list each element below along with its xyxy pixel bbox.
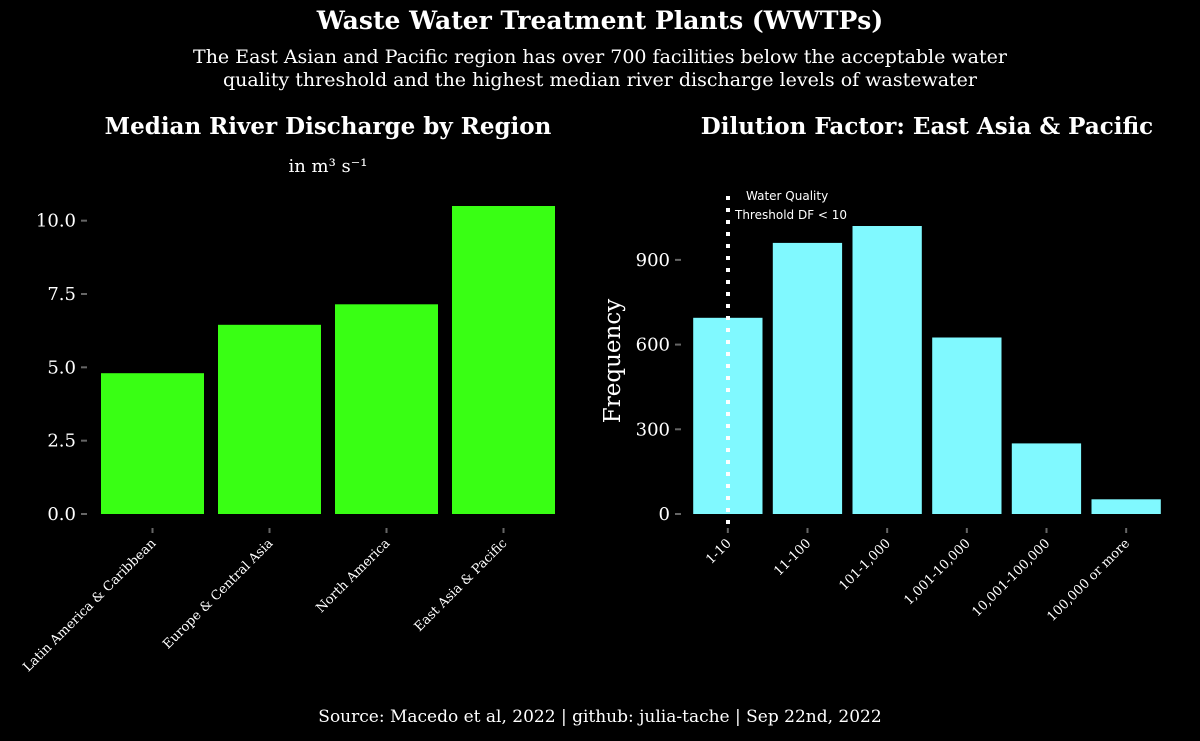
x-tick-label: 10,001-100,000 [969,536,1053,620]
right-chart-y-axis-label: Frequency [600,299,626,423]
x-tick-label: Latin America & Caribbean [20,536,159,675]
y-tick-label: 900 [636,250,670,271]
y-tick-label: 0 [659,504,670,525]
bar [452,206,555,514]
threshold-annotation-line: Threshold DF < 10 [734,208,847,222]
x-tick-label: 1,001-10,000 [901,536,973,608]
bar [101,373,204,514]
bar [772,242,843,514]
bar [218,324,321,514]
subtitle-line-2: quality threshold and the highest median… [222,69,978,91]
y-tick-label: 2.5 [47,431,76,452]
y-tick-label: 10.0 [36,211,76,232]
y-tick-label: 0.0 [47,504,76,525]
bar [335,304,438,514]
subtitle-line-1: The East Asian and Pacific region has ov… [193,46,1007,68]
left-chart-title: Median River Discharge by Region [105,113,552,140]
chart-median-discharge: Median River Discharge by Region in m³ s… [20,113,555,675]
x-tick-label: 1-10 [703,536,734,567]
page-title: Waste Water Treatment Plants (WWTPs) [316,6,884,35]
x-tick-label: East Asia & Pacific [412,536,511,635]
right-chart-title: Dilution Factor: East Asia & Pacific [701,113,1153,140]
x-tick-label: 11-100 [771,536,814,579]
y-tick-label: 7.5 [47,284,76,305]
y-tick-label: 300 [636,419,670,440]
x-tick-label: 100,000 or more [1045,536,1134,625]
bar [852,226,922,514]
chart-dilution-factor: Dilution Factor: East Asia & Pacific Fre… [600,113,1161,625]
bar [1011,443,1082,514]
x-tick-label: Europe & Central Asia [160,536,276,652]
x-tick-label: North America [313,536,393,616]
threshold-annotation-line: Water Quality [746,189,828,203]
left-chart-subtitle: in m³ s⁻¹ [288,156,367,177]
bar [1091,499,1161,514]
page-subtitle: The East Asian and Pacific region has ov… [0,46,1200,92]
bar [932,337,1002,514]
y-tick-label: 600 [636,335,670,356]
y-tick-label: 5.0 [47,357,76,378]
source-footer: Source: Macedo et al, 2022 | github: jul… [318,707,882,727]
x-tick-label: 101-1,000 [836,536,894,594]
